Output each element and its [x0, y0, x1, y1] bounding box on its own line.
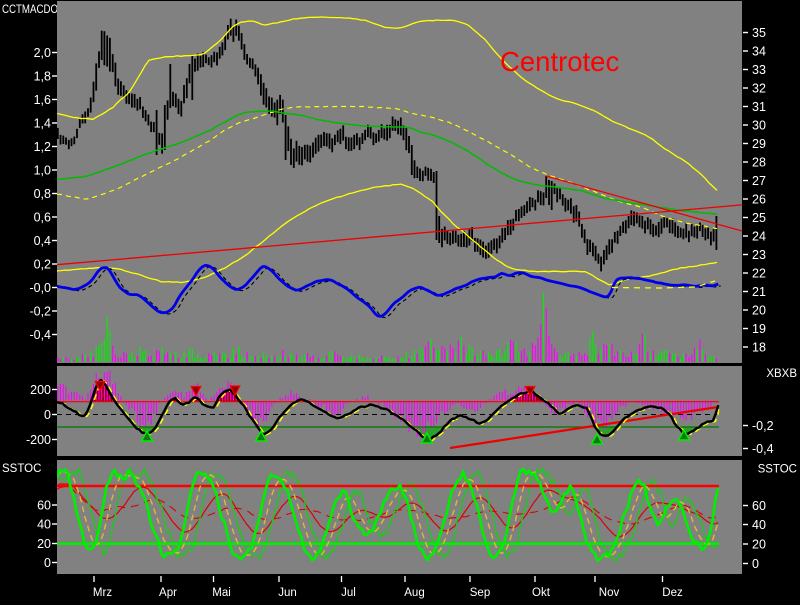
svg-text:0,2: 0,2	[34, 258, 51, 272]
svg-text:-0,4: -0,4	[752, 442, 774, 456]
svg-text:0: 0	[44, 556, 51, 570]
svg-text:1,0: 1,0	[34, 164, 51, 178]
svg-text:Dez: Dez	[662, 587, 683, 599]
svg-text:0,8: 0,8	[34, 187, 51, 201]
svg-text:Aug: Aug	[404, 587, 424, 599]
svg-text:CCTMACDO: CCTMACDO	[2, 2, 58, 16]
svg-text:40: 40	[752, 518, 766, 532]
svg-text:29: 29	[752, 137, 766, 151]
svg-text:27: 27	[752, 174, 766, 188]
svg-text:33: 33	[752, 63, 766, 77]
svg-text:20: 20	[752, 304, 766, 318]
svg-text:Okt: Okt	[532, 587, 551, 599]
svg-text:1,4: 1,4	[34, 117, 51, 131]
svg-text:28: 28	[752, 156, 766, 170]
svg-text:40: 40	[37, 518, 51, 532]
svg-text:1,8: 1,8	[34, 70, 51, 84]
svg-text:SSTOC: SSTOC	[758, 464, 797, 476]
svg-text:Apr: Apr	[159, 587, 177, 599]
svg-text:-0,2: -0,2	[29, 305, 51, 319]
svg-text:Jul: Jul	[341, 587, 356, 599]
svg-text:Centrotec: Centrotec	[500, 46, 619, 77]
svg-text:31: 31	[752, 100, 766, 114]
svg-text:Mai: Mai	[212, 587, 231, 599]
svg-text:18: 18	[752, 341, 766, 355]
svg-text:19: 19	[752, 322, 766, 336]
svg-text:-0,0: -0,0	[29, 281, 51, 295]
svg-text:25: 25	[752, 211, 766, 225]
svg-text:Sep: Sep	[470, 587, 490, 599]
svg-text:26: 26	[752, 193, 766, 207]
svg-text:21: 21	[752, 285, 766, 299]
svg-text:0: 0	[752, 557, 759, 571]
svg-text:XBXB: XBXB	[766, 368, 797, 380]
svg-text:35: 35	[752, 26, 766, 40]
svg-text:-0,4: -0,4	[29, 328, 51, 342]
svg-text:60: 60	[37, 499, 51, 513]
svg-text:SSTOC: SSTOC	[2, 463, 41, 475]
svg-text:34: 34	[752, 45, 766, 59]
svg-text:-0,2: -0,2	[752, 419, 774, 433]
svg-text:60: 60	[752, 499, 766, 513]
svg-text:20: 20	[37, 537, 51, 551]
svg-text:20: 20	[752, 538, 766, 552]
svg-text:0: 0	[44, 408, 51, 422]
svg-text:200: 200	[30, 383, 51, 397]
svg-text:Mrz: Mrz	[93, 587, 112, 599]
svg-text:32: 32	[752, 82, 766, 96]
svg-text:0,4: 0,4	[34, 234, 51, 248]
svg-text:0,6: 0,6	[34, 211, 51, 225]
svg-text:Nov: Nov	[599, 587, 620, 599]
svg-text:30: 30	[752, 119, 766, 133]
svg-text:23: 23	[752, 248, 766, 262]
svg-text:24: 24	[752, 230, 766, 244]
svg-text:-200: -200	[26, 433, 51, 447]
svg-text:2,0: 2,0	[34, 46, 51, 60]
svg-text:1,6: 1,6	[34, 93, 51, 107]
svg-text:22: 22	[752, 267, 766, 281]
svg-text:Jun: Jun	[278, 587, 297, 599]
svg-text:1,2: 1,2	[34, 140, 51, 154]
